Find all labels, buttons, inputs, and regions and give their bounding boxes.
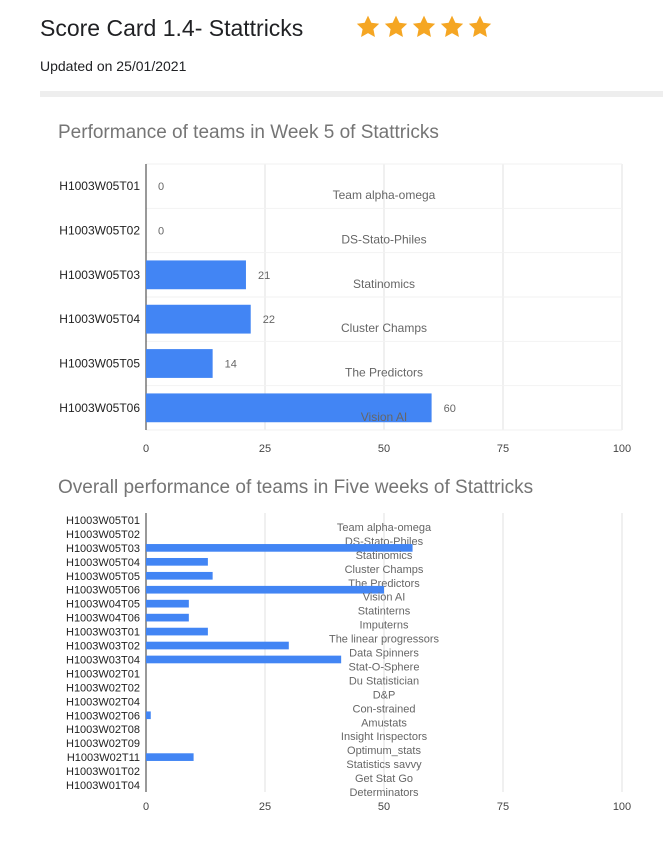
bar [146, 393, 432, 423]
category-label: H1003W02T04 [66, 696, 140, 708]
star-icon [384, 15, 408, 37]
category-label: H1003W05T02 [59, 224, 140, 238]
star-icon [356, 15, 380, 37]
star-icon [440, 15, 464, 37]
team-name-annotation: Insight Inspectors [341, 731, 428, 743]
team-name-annotation: Du Statistician [349, 675, 419, 687]
bar [146, 599, 189, 608]
category-label: H1003W03T04 [66, 654, 140, 666]
category-label: H1003W01T02 [66, 766, 140, 778]
team-name-annotation: The linear progressors [329, 634, 440, 646]
category-label: H1003W03T02 [66, 641, 140, 653]
team-name-annotation: Statistics savvy [346, 759, 422, 771]
bar [146, 585, 384, 594]
category-label: H1003W05T05 [66, 571, 140, 583]
chart2-title: Overall performance of teams in Five wee… [58, 477, 534, 498]
bar [146, 655, 342, 664]
bar [146, 571, 213, 580]
x-tick-label: 75 [497, 443, 509, 455]
bar [146, 557, 208, 566]
team-name-annotation: Optimum_stats [347, 745, 421, 757]
bar [146, 304, 251, 334]
category-label: H1003W05T06 [59, 401, 140, 415]
star-rating [355, 14, 493, 40]
value-label: 14 [225, 359, 237, 371]
value-label: 22 [263, 314, 275, 326]
value-label: 60 [444, 403, 456, 415]
x-tick-label: 50 [378, 801, 390, 813]
category-label: H1003W02T09 [66, 738, 140, 750]
bar [146, 260, 246, 290]
bar [146, 349, 213, 378]
overall-bar-chart: 0 25 50 75 100 H1003W05T01 Team alpha-omega H10… [66, 513, 631, 813]
page-title: Score Card 1.4- Stattricks [40, 14, 304, 41]
team-name-annotation: Team alpha-omega [333, 188, 436, 202]
bar [146, 753, 194, 761]
value-label: 0 [158, 226, 164, 238]
team-name-annotation: Determinators [349, 787, 419, 799]
bar [146, 544, 413, 552]
category-label: H1003W05T04 [66, 557, 140, 569]
category-label: H1003W05T01 [66, 515, 140, 527]
category-label: H1003W03T01 [66, 627, 140, 639]
x-tick-label: 75 [497, 801, 509, 813]
bar [146, 627, 208, 636]
bar [146, 711, 151, 720]
bar [146, 613, 189, 622]
divider [40, 91, 663, 97]
category-label: H1003W05T02 [66, 529, 140, 541]
x-tick-label: 25 [259, 801, 271, 813]
bar [146, 641, 289, 650]
category-label: H1003W04T06 [66, 613, 140, 625]
value-label: 21 [258, 270, 270, 282]
x-tick-label: 25 [259, 443, 271, 455]
star-icon [468, 15, 492, 37]
team-name-annotation: Amustats [361, 717, 407, 729]
value-label: 0 [158, 181, 164, 193]
star-icon [412, 15, 436, 37]
category-label: H1003W02T06 [66, 710, 140, 722]
team-name-annotation: Imputerns [360, 620, 409, 632]
x-tick-label: 0 [143, 443, 149, 455]
week5-bar-chart: 0 25 50 75 100 H1003W05T01 0 Team alpha-omega H1… [59, 163, 631, 455]
category-label: H1003W05T03 [66, 543, 140, 555]
category-label: H1003W01T04 [66, 780, 140, 792]
category-label: H1003W02T08 [66, 724, 140, 736]
team-name-annotation: D&P [373, 689, 396, 701]
category-label: H1003W04T05 [66, 599, 140, 611]
category-label: H1003W05T06 [66, 585, 140, 597]
team-name-annotation: Get Stat Go [355, 773, 413, 785]
x-tick-label: 50 [378, 443, 390, 455]
team-name-annotation: Vision AI [363, 592, 406, 604]
category-label: H1003W02T11 [67, 752, 140, 764]
team-name-annotation: Statinomics [356, 550, 413, 562]
team-name-annotation: Vision AI [361, 410, 407, 424]
category-label: H1003W05T05 [59, 357, 140, 371]
team-name-annotation: Cluster Champs [341, 321, 427, 335]
team-name-annotation: Statinomics [353, 277, 415, 291]
category-label: H1003W05T03 [59, 268, 140, 282]
team-name-annotation: The Predictors [345, 366, 423, 380]
category-label: H1003W02T02 [66, 682, 140, 694]
x-tick-label: 100 [613, 443, 631, 455]
team-name-annotation: Cluster Champs [345, 564, 424, 576]
x-tick-label: 100 [613, 801, 631, 813]
category-label: H1003W05T04 [59, 312, 140, 326]
team-name-annotation: Con-strained [353, 703, 416, 715]
x-tick-label: 0 [143, 801, 149, 813]
team-name-annotation: Team alpha-omega [337, 522, 432, 534]
chart1-title: Performance of teams in Week 5 of Stattr… [58, 122, 439, 143]
team-name-annotation: Data Spinners [349, 648, 419, 660]
updated-date: Updated on 25/01/2021 [40, 58, 187, 74]
team-name-annotation: Stat-O-Sphere [349, 661, 420, 673]
category-label: H1003W05T01 [59, 179, 140, 193]
team-name-annotation: Statinterns [358, 606, 411, 618]
category-label: H1003W02T01 [66, 668, 140, 680]
team-name-annotation: DS-Stato-Philes [341, 233, 426, 247]
